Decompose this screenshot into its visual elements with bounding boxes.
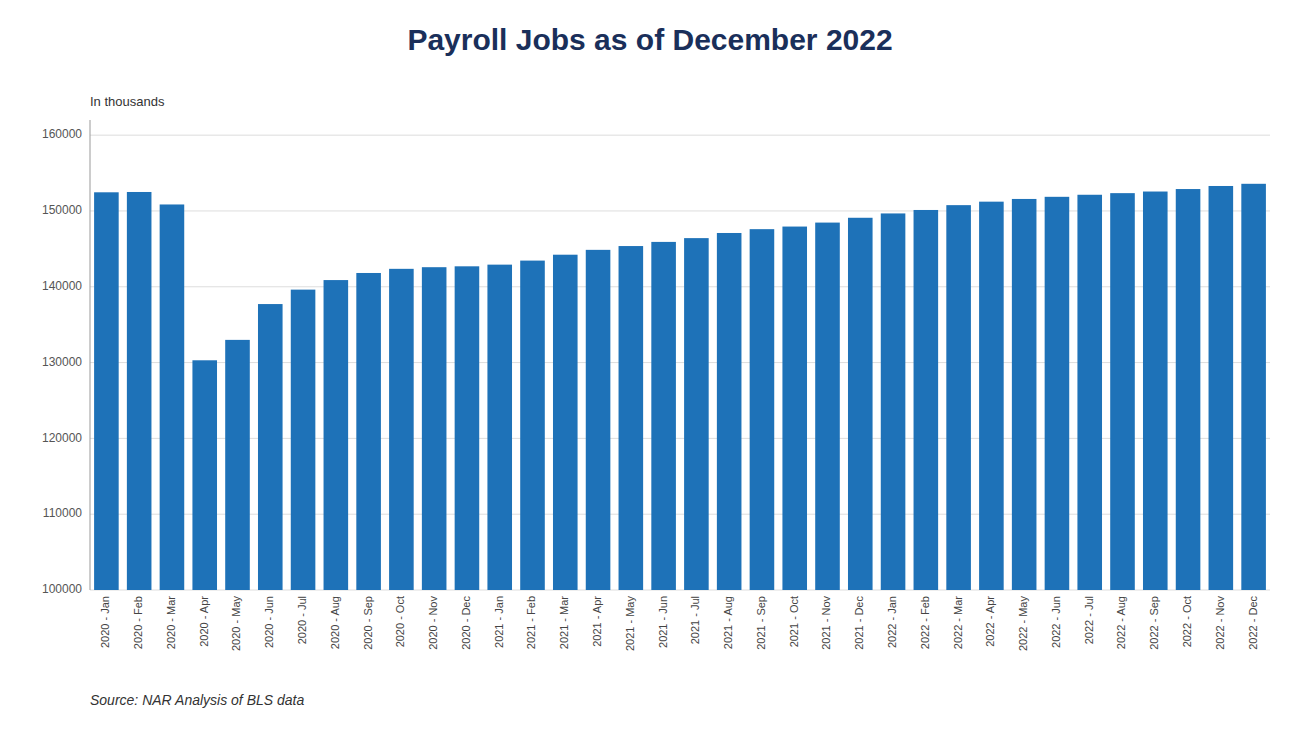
bar bbox=[127, 192, 152, 590]
chart-svg: 100000 110000 120000 130000 140000 150000 1600… bbox=[0, 0, 1300, 731]
bar bbox=[750, 229, 775, 590]
bar bbox=[1209, 186, 1234, 590]
bar bbox=[225, 340, 250, 590]
y-axis: 100000 110000 120000 130000 140000 150000 1600… bbox=[42, 120, 90, 596]
x-tick-label: 2021 - Apr bbox=[591, 596, 603, 647]
x-tick-label: 2021 - Oct bbox=[788, 596, 800, 647]
x-tick-label: 2022 - Jun bbox=[1050, 596, 1062, 648]
bar bbox=[1110, 193, 1135, 590]
x-tick-label: 2021 - Feb bbox=[525, 596, 537, 649]
bar bbox=[389, 269, 414, 590]
x-tick-label: 2022 - Dec bbox=[1247, 596, 1259, 650]
bar bbox=[881, 213, 906, 590]
x-tick-label: 2020 - Jul bbox=[296, 596, 308, 644]
x-tick-label: 2022 - May bbox=[1017, 596, 1029, 652]
x-tick-label: 2022 - Jan bbox=[886, 596, 898, 648]
bar bbox=[619, 246, 644, 590]
y-tick-label: 160000 bbox=[42, 127, 82, 141]
bar bbox=[651, 242, 676, 590]
y-tick-label: 110000 bbox=[43, 506, 82, 520]
x-tick-label: 2021 - Jun bbox=[657, 596, 669, 648]
x-tick-label: 2020 - Mar bbox=[165, 596, 177, 650]
x-tick-label: 2022 - Apr bbox=[984, 596, 996, 647]
source-note: Source: NAR Analysis of BLS data bbox=[90, 692, 304, 708]
bar bbox=[1176, 189, 1201, 590]
x-tick-label: 2021 - Aug bbox=[722, 596, 734, 649]
grid-line bbox=[90, 135, 1270, 136]
x-tick-label: 2021 - Dec bbox=[853, 596, 865, 650]
title: Payroll Jobs as of December 2022 bbox=[407, 23, 892, 56]
x-tick-label: 2021 - Jul bbox=[689, 596, 701, 644]
subtitle: In thousands bbox=[90, 94, 165, 109]
y-axis-line bbox=[90, 120, 91, 590]
x-tick-label: 2020 - Dec bbox=[460, 596, 472, 650]
x-tick-label: 2021 - Sep bbox=[755, 596, 767, 650]
x-tick-label: 2022 - Mar bbox=[952, 596, 964, 650]
bar bbox=[520, 261, 545, 590]
x-tick-label: 2020 - Feb bbox=[132, 596, 144, 649]
x-tick-label: 2022 - Feb bbox=[919, 596, 931, 649]
y-tick-label: 130000 bbox=[42, 355, 82, 369]
bar bbox=[1045, 197, 1070, 590]
x-tick-label: 2020 - Aug bbox=[329, 596, 341, 649]
bar bbox=[946, 205, 971, 590]
bar bbox=[815, 223, 840, 590]
x-tick-label: 2021 - Nov bbox=[820, 596, 832, 650]
x-tick-label: 2022 - Oct bbox=[1181, 596, 1193, 647]
bar bbox=[586, 250, 611, 590]
bar bbox=[455, 266, 480, 590]
bar bbox=[356, 273, 381, 590]
x-tick-label: 2021 - Mar bbox=[558, 596, 570, 650]
x-tick-label: 2022 - Aug bbox=[1115, 596, 1127, 649]
y-tick-label: 150000 bbox=[42, 203, 82, 217]
bar bbox=[487, 265, 512, 590]
x-tick-label: 2020 - Apr bbox=[198, 596, 210, 647]
bar bbox=[324, 280, 349, 590]
x-tick-label: 2020 - May bbox=[230, 596, 242, 652]
x-tick-label: 2020 - Sep bbox=[362, 596, 374, 650]
y-tick-label: 100000 bbox=[42, 582, 82, 596]
x-axis: 2020 - Jan 2020 - Feb 2020 - Mar 2020 - Apr… bbox=[99, 596, 1258, 652]
y-tick-label: 140000 bbox=[42, 279, 82, 293]
bar bbox=[782, 227, 807, 590]
bar bbox=[979, 202, 1004, 590]
x-tick-label: 2021 - May bbox=[624, 596, 636, 652]
bar bbox=[291, 290, 316, 590]
x-tick-label: 2021 - Jan bbox=[493, 596, 505, 648]
bar bbox=[422, 267, 447, 590]
bar bbox=[684, 238, 709, 590]
bar bbox=[1012, 199, 1037, 590]
x-tick-label: 2020 - Jan bbox=[99, 596, 111, 648]
x-tick-label: 2020 - Nov bbox=[427, 596, 439, 650]
grid bbox=[90, 135, 1270, 590]
chart-container: 100000 110000 120000 130000 140000 150000 1600… bbox=[0, 0, 1300, 731]
bar bbox=[717, 233, 742, 590]
bar bbox=[1143, 192, 1168, 590]
bar bbox=[258, 304, 283, 590]
x-tick-label: 2022 - Jul bbox=[1083, 596, 1095, 644]
bar bbox=[848, 218, 873, 590]
bar bbox=[192, 360, 217, 590]
bar bbox=[94, 192, 119, 590]
y-tick-label: 120000 bbox=[42, 431, 82, 445]
bar bbox=[914, 210, 939, 590]
x-tick-label: 2022 - Nov bbox=[1214, 596, 1226, 650]
bars bbox=[94, 184, 1266, 590]
bar bbox=[1077, 195, 1102, 590]
bar bbox=[553, 255, 578, 590]
x-tick-label: 2022 - Sep bbox=[1148, 596, 1160, 650]
x-tick-label: 2020 - Jun bbox=[263, 596, 275, 648]
bar bbox=[160, 204, 185, 590]
x-tick-label: 2020 - Oct bbox=[394, 596, 406, 647]
bar bbox=[1241, 184, 1266, 590]
